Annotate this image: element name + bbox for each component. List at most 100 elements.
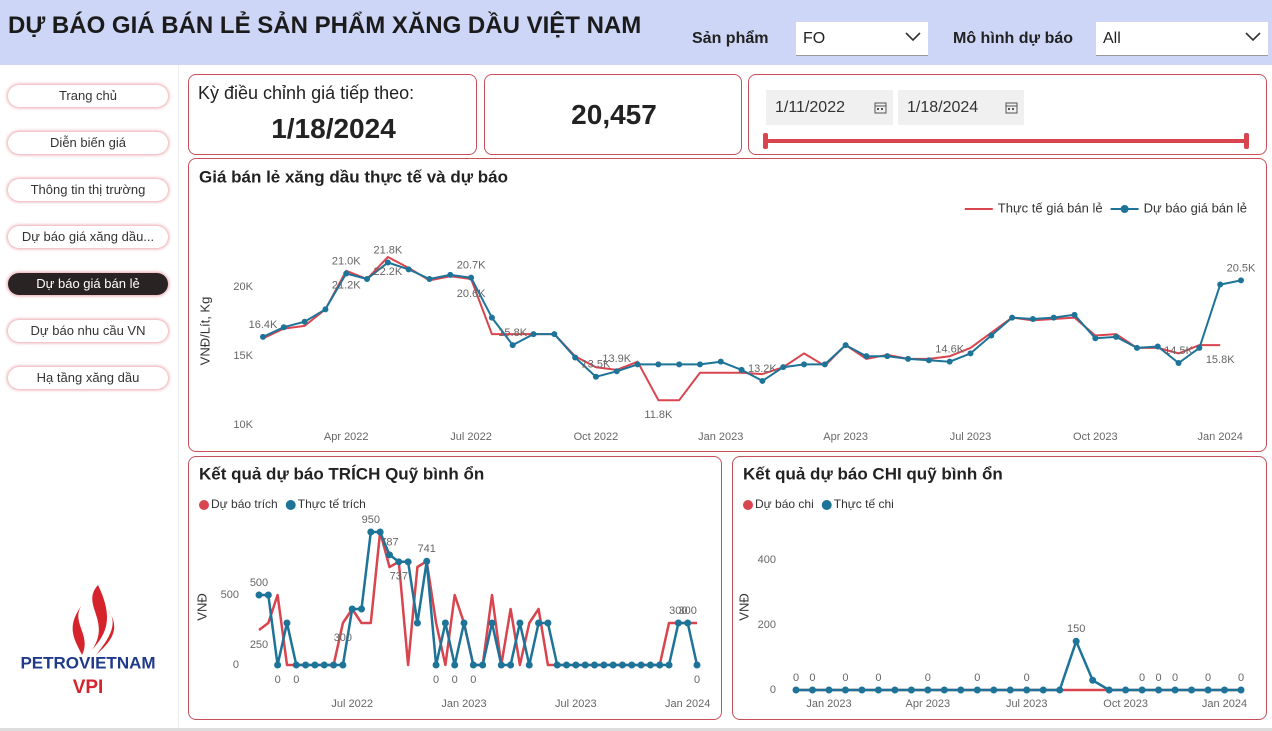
data-point [1238, 277, 1244, 284]
dropdown[interactable]: FO [796, 22, 928, 56]
filter-label: Sản phẩm [692, 30, 769, 47]
chart-panel: Kết quả dự báo TRÍCH Quỹ bình ổn VNĐ 0 500 J… [188, 456, 722, 720]
data-point [460, 619, 468, 627]
data-point [696, 361, 703, 368]
x-tick-label: Jan 2024 [1198, 431, 1243, 443]
data-point [1188, 686, 1196, 694]
data-point [507, 661, 515, 669]
data-label: 20.6K [457, 288, 486, 300]
data-point [376, 528, 384, 536]
dropdown[interactable]: All [1096, 22, 1268, 56]
data-point [925, 357, 932, 364]
data-point [808, 686, 816, 694]
nav-button[interactable]: Dự báo nhu cầu VN [8, 320, 168, 342]
data-point [535, 619, 543, 627]
data-label: 0 [470, 674, 476, 686]
nav-button[interactable]: Trang chủ [8, 85, 168, 107]
y-tick-label: 15K [233, 350, 253, 362]
data-point [1217, 281, 1224, 288]
data-label: 741 [418, 543, 436, 555]
data-point [863, 353, 870, 360]
data-point [447, 271, 454, 278]
data-point [1050, 314, 1057, 321]
data-point [553, 661, 561, 669]
logo: PETROVIETNAM VPI [20, 585, 156, 698]
date-value: 1/18/2024 [907, 99, 979, 116]
chart-title: Kết quả dự báo TRÍCH Quỹ bình ổn [199, 464, 484, 483]
y-tick-label: 400 [758, 554, 776, 566]
data-point [1006, 686, 1014, 694]
nav-button[interactable]: Hạ tầng xăng dầu [8, 367, 168, 389]
data-point [990, 686, 998, 694]
data-point [302, 661, 310, 669]
date-input[interactable]: 1/18/2024 [898, 90, 1024, 125]
data-point [384, 259, 391, 266]
data-label: 21.2K [332, 280, 361, 292]
data-point [858, 686, 866, 694]
chevron [905, 32, 921, 42]
data-label: 0 [1238, 672, 1244, 684]
data-label: 0 [1024, 672, 1030, 684]
data-point [572, 661, 580, 669]
data-point [488, 619, 496, 627]
x-tick-label: Apr 2023 [906, 698, 951, 710]
x-tick-label: Jan 2023 [806, 698, 851, 710]
data-label: 0 [809, 672, 815, 684]
data-point [924, 686, 932, 694]
data-point [1072, 637, 1080, 645]
data-point [609, 661, 617, 669]
data-point [842, 342, 849, 349]
data-point [255, 591, 263, 599]
data-point [841, 686, 849, 694]
y-tick-label: 0 [233, 659, 239, 671]
date-slider[interactable] [760, 132, 1254, 152]
legend-label: Thực tế chi [834, 497, 894, 511]
y-tick-label: 200 [758, 619, 776, 631]
data-point [1196, 344, 1203, 351]
legend: Thực tế giá bán lẻ Dự báo giá bán lẻ [964, 200, 1247, 215]
data-point [907, 686, 915, 694]
data-point [1171, 686, 1179, 694]
data-label: 13.5K [582, 359, 611, 371]
data-point [780, 364, 787, 371]
y-axis-label: VNĐ [194, 593, 209, 620]
data-point [525, 661, 533, 669]
nav-button[interactable]: Thông tin thị trường [8, 179, 168, 201]
data-label: 300 [334, 632, 352, 644]
data-point [759, 377, 766, 384]
data-point [432, 661, 440, 669]
legend-swatch [285, 500, 296, 510]
data-point [637, 661, 645, 669]
series-line [796, 640, 1241, 692]
series-line [262, 256, 1221, 402]
data-point [1089, 676, 1097, 684]
data-point [1029, 315, 1036, 322]
card-label: Kỳ điều chỉnh giá tiếp theo: [198, 83, 415, 103]
data-point [509, 342, 516, 349]
data-label: 0 [875, 672, 881, 684]
date-input[interactable]: 1/11/2022 [766, 90, 893, 125]
data-point [1092, 335, 1099, 342]
data-label: 14.6K [935, 344, 964, 356]
data-point [426, 276, 433, 283]
data-point [404, 558, 412, 566]
data-point [395, 558, 403, 566]
data-point [1009, 314, 1016, 321]
data-label: 0 [925, 672, 931, 684]
data-point [441, 619, 449, 627]
data-label: 13.2K [748, 363, 777, 375]
data-point [600, 661, 608, 669]
data-label: 300 [669, 605, 687, 617]
data-label: 0 [275, 674, 281, 686]
data-point [1154, 343, 1161, 350]
nav-button[interactable]: Dự báo giá xăng dầu... [8, 226, 168, 248]
data-point [940, 686, 948, 694]
legend-label: Thực tế trích [298, 497, 366, 511]
data-point [563, 661, 571, 669]
legend-swatch [821, 500, 832, 510]
data-label: 21.0K [332, 255, 361, 267]
nav-button[interactable]: Diễn biến giá [8, 132, 168, 154]
nav-button[interactable]: Dự báo giá bán lẻ [8, 273, 168, 295]
data-point [330, 661, 338, 669]
